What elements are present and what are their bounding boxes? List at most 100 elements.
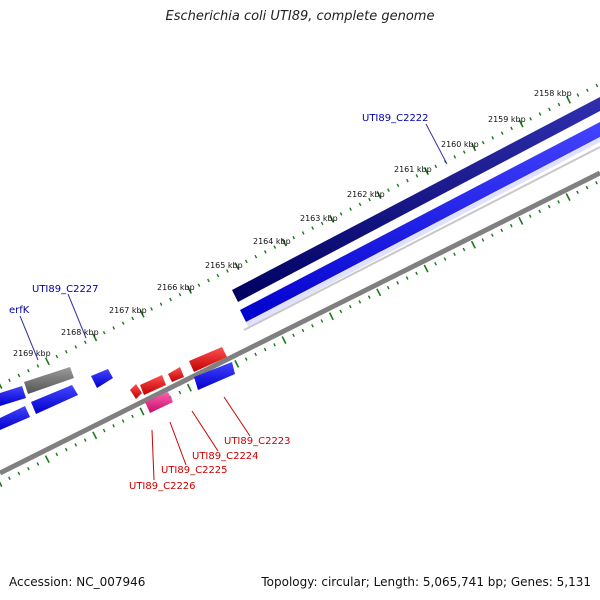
outer-ring-minor-tick (538, 112, 542, 116)
outer-ring-minor-tick (263, 250, 267, 254)
outer-ring-major-tick (423, 167, 429, 176)
gene-uti89-c2222-forward[interactable] (232, 97, 600, 302)
inner-ring-minor-tick (538, 209, 542, 214)
inner-ring-minor-tick (83, 438, 87, 442)
inner-ring-major-tick (0, 481, 3, 487)
outer-ring-minor-tick (481, 140, 485, 145)
outer-ring-minor-tick (406, 178, 409, 183)
gene-blue-lower-1[interactable] (31, 385, 78, 414)
outer-ring-minor-tick (8, 378, 11, 383)
leader-uti89-c2222 (425, 123, 448, 165)
leader-uti89-c2227 (67, 293, 87, 339)
gene-label-uti89-c2227[interactable]: UTI89_C2227 (32, 284, 99, 295)
map-title: Escherichia coli UTI89, complete genome (165, 9, 435, 24)
gene-uti89-c2225-pink[interactable] (145, 392, 173, 413)
gene-uti89-c2225-red[interactable] (140, 375, 166, 395)
inner-ring-minor-tick (415, 271, 418, 276)
tick-label-2167: 2167 kbp (109, 306, 147, 315)
inner-ring-major-tick (139, 407, 145, 416)
outer-ring-minor-tick (510, 126, 513, 131)
outer-ring-major-tick (281, 238, 287, 247)
outer-ring-major-tick (44, 357, 50, 366)
outer-ring-minor-tick (349, 207, 352, 211)
inner-ring-minor-tick (595, 180, 598, 185)
outer-ring-minor-tick (500, 131, 504, 135)
outer-ring-minor-tick (595, 83, 599, 88)
gene-label-uti89-c2224[interactable]: UTI89_C2224 (192, 451, 259, 462)
inner-ring-minor-tick (500, 228, 504, 233)
outer-ring-minor-tick (102, 330, 106, 335)
gene-uti89-c2223-blue[interactable] (194, 362, 235, 390)
outer-ring-minor-tick (576, 93, 580, 97)
gene-uti89-c2224-red[interactable] (168, 367, 184, 382)
gene-small-blue-1[interactable] (91, 369, 113, 388)
inner-ring-minor-tick (244, 357, 248, 361)
outer-ring-minor-tick (462, 150, 466, 154)
outer-ring-minor-tick (150, 307, 153, 311)
tick-label-2164: 2164 kbp (253, 237, 291, 246)
leader-uti89-c2223 (223, 396, 251, 437)
outer-ring-minor-tick (17, 373, 21, 378)
outer-ring-minor-tick (434, 164, 438, 169)
gene-blue-lower-2[interactable] (0, 406, 30, 430)
outer-ring-minor-tick (159, 302, 163, 306)
gene-label-uti89-c2222[interactable]: UTI89_C2222 (362, 113, 429, 124)
inner-ring-minor-tick (320, 319, 324, 323)
accession-text: Accession: NC_007946 (9, 575, 146, 589)
outer-ring-major-tick (0, 383, 3, 389)
gene-uti89-c2223-red[interactable] (189, 347, 227, 372)
inner-ring-minor-tick (453, 252, 456, 257)
outer-ring-minor-tick (27, 368, 30, 373)
gene-uti89-c2227-grey[interactable] (24, 367, 74, 394)
leader-erfk (19, 315, 39, 361)
outer-ring-minor-tick (301, 231, 305, 235)
leader-uti89-c2226 (151, 429, 155, 481)
outer-tick-ring (0, 83, 599, 389)
outer-ring-major-tick (92, 333, 98, 342)
gene-label-uti89-c2223[interactable]: UTI89_C2223 (224, 436, 291, 447)
outer-ring-minor-tick (548, 107, 551, 112)
inner-ring-minor-tick (311, 323, 314, 328)
gene-label-erfk[interactable]: erfK (9, 305, 30, 316)
outer-ring-minor-tick (339, 212, 343, 216)
outer-ring-minor-tick (226, 269, 229, 273)
tick-label-2162: 2162 kbp (347, 190, 385, 199)
outer-ring-minor-tick (292, 235, 296, 240)
outer-ring-minor-tick (586, 88, 589, 93)
inner-ring-major-tick (518, 216, 524, 225)
outer-ring-minor-tick (112, 326, 116, 330)
inner-ring-minor-tick (55, 452, 59, 457)
leader-uti89-c2225 (169, 421, 187, 466)
outer-ring-minor-tick (387, 188, 390, 192)
inner-ring-major-tick (92, 431, 98, 440)
outer-ring-minor-tick (55, 354, 59, 359)
inner-ring-major-tick (423, 264, 429, 273)
gene-erfk-blue[interactable] (0, 386, 26, 406)
inner-ring-minor-tick (292, 333, 295, 338)
outer-ring-minor-tick (491, 136, 495, 140)
inner-ring-minor-tick (490, 233, 494, 237)
inner-ring-minor-tick (263, 347, 267, 352)
gene-label-uti89-c2225[interactable]: UTI89_C2225 (161, 465, 228, 476)
inner-ring-minor-tick (36, 462, 40, 466)
inner-ring-minor-tick (386, 285, 390, 290)
gene-label-uti89-c2226[interactable]: UTI89_C2226 (129, 481, 196, 492)
gene-forward-blue-long[interactable] (240, 122, 600, 322)
outer-ring-minor-tick (273, 245, 277, 249)
inner-ring-minor-tick (339, 309, 343, 314)
inner-ring-minor-tick (434, 261, 437, 266)
outer-ring-major-tick (518, 119, 524, 128)
inner-ring-major-tick (234, 359, 240, 368)
inner-ring-minor-tick (396, 281, 400, 285)
inner-ring-major-tick (281, 336, 287, 344)
outer-ring-major-tick (376, 190, 382, 199)
inner-ring-minor-tick (348, 304, 352, 309)
outer-ring-minor-tick (197, 283, 201, 287)
tick-label-2165: 2165 kbp (205, 261, 243, 270)
inner-ring-minor-tick (528, 214, 532, 218)
genome-summary-text: Topology: circular; Length: 5,065,741 bp… (261, 575, 591, 589)
outer-ring-major-tick (565, 95, 572, 104)
inner-ring-major-tick (470, 240, 476, 249)
outer-ring-minor-tick (74, 345, 78, 349)
gene-uti89-c2226-red-small[interactable] (130, 384, 142, 399)
